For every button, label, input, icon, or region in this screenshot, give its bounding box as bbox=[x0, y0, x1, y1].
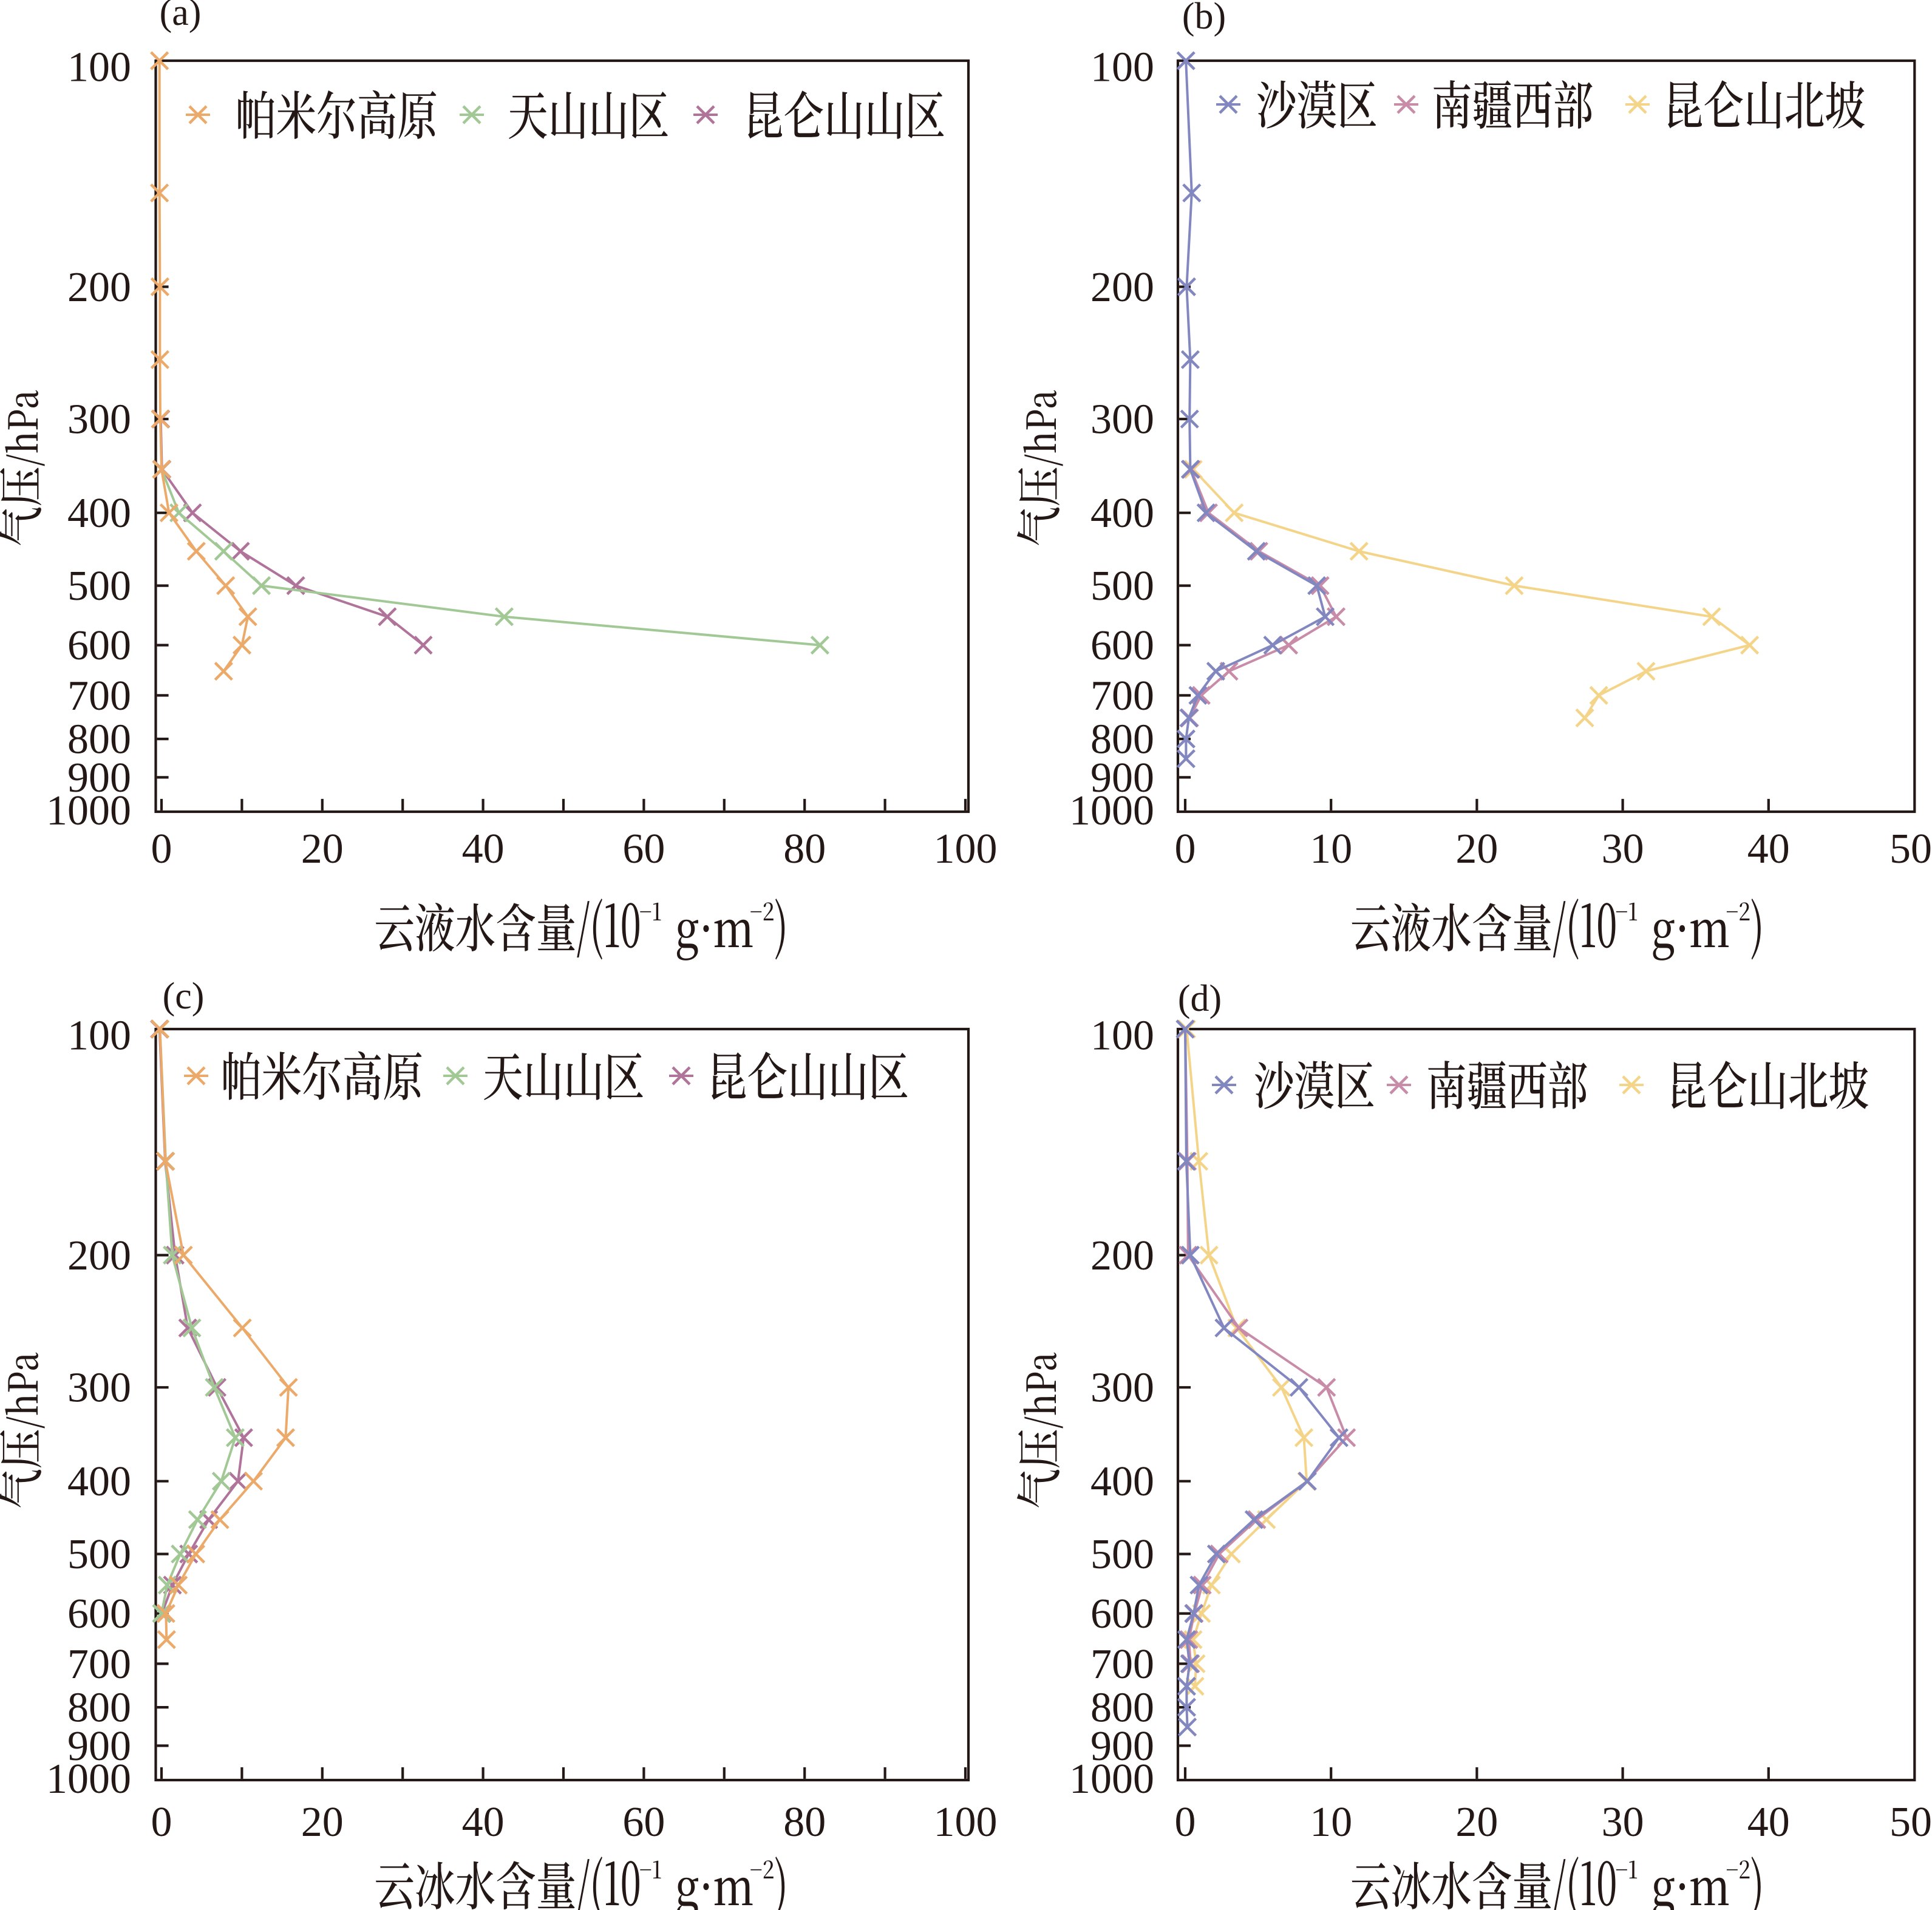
svg-text:200: 200 bbox=[1090, 1232, 1154, 1279]
svg-text:100: 100 bbox=[1090, 44, 1154, 91]
svg-text:1000: 1000 bbox=[1069, 1756, 1154, 1803]
svg-text:10: 10 bbox=[1310, 1799, 1352, 1846]
svg-text:0: 0 bbox=[1175, 826, 1196, 872]
svg-text:600: 600 bbox=[67, 622, 131, 669]
svg-text:600: 600 bbox=[1090, 1591, 1154, 1637]
svg-text:50: 50 bbox=[1889, 826, 1932, 872]
svg-text:(d): (d) bbox=[1178, 978, 1222, 1019]
svg-text:300: 300 bbox=[1090, 1365, 1154, 1412]
svg-text:700: 700 bbox=[67, 1641, 131, 1688]
svg-text:800: 800 bbox=[67, 1685, 131, 1732]
svg-text:400: 400 bbox=[67, 490, 131, 537]
svg-text:400: 400 bbox=[67, 1458, 131, 1505]
svg-text:20: 20 bbox=[301, 826, 344, 872]
svg-text:500: 500 bbox=[1090, 563, 1154, 610]
svg-text:300: 300 bbox=[1090, 396, 1154, 443]
svg-text:800: 800 bbox=[67, 716, 131, 763]
svg-text:40: 40 bbox=[1747, 1799, 1790, 1846]
svg-text:700: 700 bbox=[67, 673, 131, 719]
svg-text:800: 800 bbox=[1090, 1685, 1154, 1732]
svg-text:600: 600 bbox=[67, 1591, 131, 1637]
svg-text:(b): (b) bbox=[1182, 0, 1226, 37]
svg-text:0: 0 bbox=[151, 826, 172, 872]
svg-text:300: 300 bbox=[67, 1365, 131, 1412]
svg-text:900: 900 bbox=[67, 1723, 131, 1770]
svg-text:600: 600 bbox=[1090, 622, 1154, 669]
svg-text:80: 80 bbox=[783, 826, 826, 872]
svg-text:200: 200 bbox=[67, 264, 131, 311]
svg-text:1000: 1000 bbox=[46, 1756, 131, 1803]
svg-text:500: 500 bbox=[67, 1531, 131, 1578]
svg-text:60: 60 bbox=[622, 826, 665, 872]
svg-text:900: 900 bbox=[1090, 1723, 1154, 1770]
svg-text:40: 40 bbox=[1747, 826, 1790, 872]
svg-text:10: 10 bbox=[1310, 826, 1352, 872]
svg-text:900: 900 bbox=[1090, 755, 1154, 801]
svg-text:40: 40 bbox=[462, 826, 505, 872]
svg-text:200: 200 bbox=[1090, 264, 1154, 311]
svg-text:0: 0 bbox=[151, 1799, 172, 1846]
svg-text:50: 50 bbox=[1889, 1799, 1932, 1846]
svg-text:800: 800 bbox=[1090, 716, 1154, 763]
svg-text:60: 60 bbox=[622, 1799, 665, 1846]
svg-text:100: 100 bbox=[1090, 1013, 1154, 1059]
svg-text:20: 20 bbox=[301, 1799, 344, 1846]
svg-text:400: 400 bbox=[1090, 490, 1154, 537]
svg-text:300: 300 bbox=[67, 396, 131, 443]
svg-text:1000: 1000 bbox=[46, 787, 131, 834]
svg-text:40: 40 bbox=[462, 1799, 505, 1846]
svg-text:(a): (a) bbox=[160, 0, 202, 33]
svg-text:100: 100 bbox=[934, 1799, 998, 1846]
svg-text:30: 30 bbox=[1602, 826, 1644, 872]
svg-text:20: 20 bbox=[1455, 826, 1498, 872]
svg-text:80: 80 bbox=[783, 1799, 826, 1846]
svg-text:30: 30 bbox=[1602, 1799, 1644, 1846]
svg-text:700: 700 bbox=[1090, 1641, 1154, 1688]
svg-text:500: 500 bbox=[1090, 1531, 1154, 1578]
svg-text:700: 700 bbox=[1090, 673, 1154, 719]
svg-text:500: 500 bbox=[67, 563, 131, 610]
svg-text:100: 100 bbox=[67, 44, 131, 91]
svg-text:900: 900 bbox=[67, 755, 131, 801]
svg-text:20: 20 bbox=[1455, 1799, 1498, 1846]
svg-text:100: 100 bbox=[934, 826, 998, 872]
svg-text:400: 400 bbox=[1090, 1458, 1154, 1505]
svg-text:200: 200 bbox=[67, 1232, 131, 1279]
svg-text:100: 100 bbox=[67, 1013, 131, 1059]
svg-text:1000: 1000 bbox=[1069, 787, 1154, 834]
svg-text:0: 0 bbox=[1175, 1799, 1196, 1846]
svg-text:(c): (c) bbox=[163, 976, 205, 1017]
